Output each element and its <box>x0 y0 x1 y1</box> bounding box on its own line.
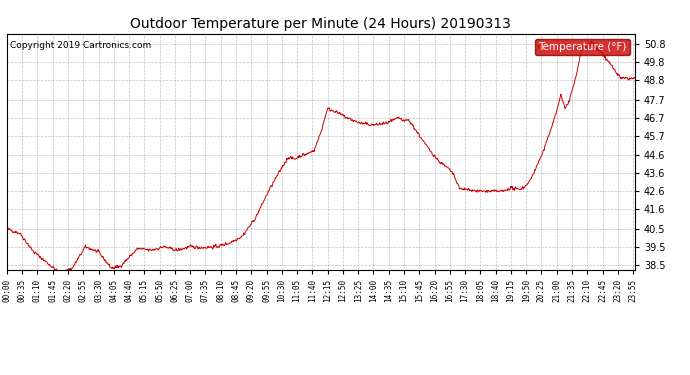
Title: Outdoor Temperature per Minute (24 Hours) 20190313: Outdoor Temperature per Minute (24 Hours… <box>130 17 511 31</box>
Legend: Temperature (°F): Temperature (°F) <box>535 39 629 55</box>
Text: Copyright 2019 Cartronics.com: Copyright 2019 Cartronics.com <box>10 41 151 50</box>
